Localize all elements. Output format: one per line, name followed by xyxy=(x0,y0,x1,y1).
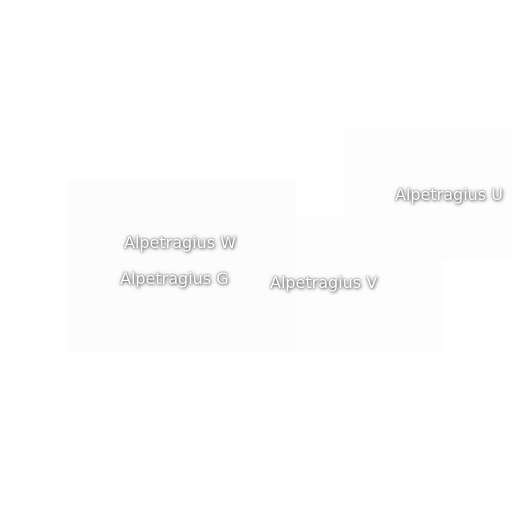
map-tile xyxy=(344,128,512,260)
map-label-alpetragius-g[interactable]: Alpetragius G xyxy=(120,269,229,288)
map-label-alpetragius-w[interactable]: Alpetragius W xyxy=(124,233,237,252)
map-label-alpetragius-v[interactable]: Alpetragius V xyxy=(270,273,378,292)
map-label-alpetragius-u[interactable]: Alpetragius U xyxy=(395,185,503,204)
map-tile xyxy=(68,180,296,352)
